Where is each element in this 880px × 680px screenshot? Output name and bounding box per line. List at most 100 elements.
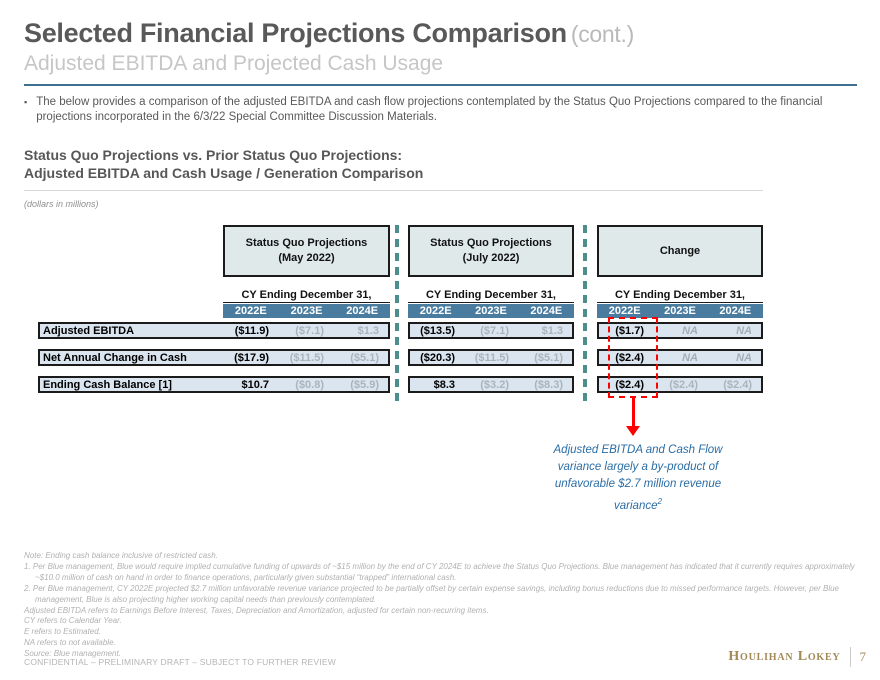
table-row-net-change-cash-july: ($20.3) ($11.5) ($5.1) xyxy=(408,349,574,366)
cell-value: NA xyxy=(682,351,698,364)
cell-value: ($2.4) xyxy=(723,378,752,391)
period-header-change: CY Ending December 31, xyxy=(597,289,763,303)
cell-value: ($13.5) xyxy=(420,324,455,337)
group-header-july-2022: Status Quo Projections (July 2022) xyxy=(408,225,574,277)
cell-value: ($5.1) xyxy=(350,351,379,364)
callout-line: variance2 xyxy=(614,497,662,512)
cell-value: ($17.9) xyxy=(234,351,269,364)
page-title: Selected Financial Projections Compariso… xyxy=(24,18,634,49)
footnote-line: Note: Ending cash balance inclusive of r… xyxy=(24,551,218,560)
page-subtitle: Adjusted EBITDA and Projected Cash Usage xyxy=(24,52,444,75)
cell-value: ($3.2) xyxy=(480,378,509,391)
year-label: 2022E xyxy=(234,305,267,317)
callout-line: unfavorable $2.7 million revenue xyxy=(554,478,722,490)
footnote-line: NA refers to not available. xyxy=(24,638,116,648)
section-divider xyxy=(24,190,763,191)
table-row-ending-cash-change: ($2.4) ($2.4) ($2.4) xyxy=(597,376,763,393)
cell-value: ($20.3) xyxy=(420,351,455,364)
cell-value: $8.3 xyxy=(433,378,455,391)
callout-line: variance largely a by-product of xyxy=(557,461,719,473)
houlihan-lokey-logo: Houlihan Lokey xyxy=(728,649,841,664)
year-header-bar-july: 2022E 2023E 2024E xyxy=(408,304,574,318)
cell-value: ($11.5) xyxy=(474,351,509,364)
footnote-line: E refers to Estimated. xyxy=(24,627,101,637)
cell-value: $1.3 xyxy=(541,324,563,337)
year-header-bar-change: 2022E 2023E 2024E xyxy=(597,304,763,318)
period-header-july: CY Ending December 31, xyxy=(408,289,574,303)
year-label: 2023E xyxy=(475,305,507,317)
section-heading-line1: Status Quo Projections vs. Prior Status … xyxy=(24,147,403,163)
table-row-adjusted-ebitda-july: ($13.5) ($7.1) $1.3 xyxy=(408,322,574,339)
callout-arrow xyxy=(632,398,635,426)
callout-arrowhead-icon xyxy=(626,426,640,436)
cell-value: ($2.4) xyxy=(615,378,644,391)
group-subtitle: (July 2022) xyxy=(462,252,520,264)
footnotes: Note: Ending cash balance inclusive of r… xyxy=(24,551,858,660)
highlight-dashed-box xyxy=(608,317,658,398)
year-label: 2022E xyxy=(608,305,641,317)
year-header-bar-may: 2022E 2023E 2024E xyxy=(223,304,390,318)
table-row-net-change-cash-may: Net Annual Change in Cash ($17.9) ($11.5… xyxy=(38,349,390,366)
cell-value: NA xyxy=(736,351,752,364)
year-label: 2024E xyxy=(346,305,379,317)
cell-value: ($7.1) xyxy=(480,324,509,337)
cell-value: ($8.3) xyxy=(534,378,563,391)
group-subtitle: (May 2022) xyxy=(278,252,335,264)
page-number: 7 xyxy=(859,649,867,664)
row-label: Ending Cash Balance [1] xyxy=(43,378,172,391)
year-label: 2024E xyxy=(530,305,563,317)
cell-value: ($11.5) xyxy=(289,351,324,364)
row-label: Net Annual Change in Cash xyxy=(43,351,187,364)
cell-value: ($0.8) xyxy=(295,378,324,391)
table-row-net-change-cash-change: ($2.4) NA NA xyxy=(597,349,763,366)
footer-divider xyxy=(849,647,851,667)
intro-bullet: ▪ The below provides a comparison of the… xyxy=(24,95,849,125)
section-heading: Status Quo Projections vs. Prior Status … xyxy=(24,146,423,182)
page-title-suffix: (cont.) xyxy=(570,21,634,47)
cell-value: NA xyxy=(682,324,698,337)
cell-value: ($5.1) xyxy=(534,351,563,364)
units-note: (dollars in millions) xyxy=(24,199,99,209)
page-title-main: Selected Financial Projections Compariso… xyxy=(24,18,567,48)
cell-value: NA xyxy=(736,324,752,337)
variance-callout: Adjusted EBITDA and Cash Flow variance l… xyxy=(513,442,763,515)
table-row-adjusted-ebitda-may: Adjusted EBITDA ($11.9) ($7.1) $1.3 xyxy=(38,322,390,339)
confidential-label: CONFIDENTIAL – PRELIMINARY DRAFT – SUBJE… xyxy=(24,657,336,667)
dashed-separator-right xyxy=(583,225,587,403)
footnote-line: 1. Per Blue management, Blue would requi… xyxy=(24,561,855,582)
dashed-separator-left xyxy=(395,225,399,403)
year-label: 2023E xyxy=(664,305,696,317)
group-title: Status Quo Projections xyxy=(430,237,552,249)
cell-value: ($5.9) xyxy=(350,378,379,391)
group-header-change: Change xyxy=(597,225,763,277)
period-header-may: CY Ending December 31, xyxy=(223,289,390,303)
cell-value: $10.7 xyxy=(241,378,269,391)
cell-value: ($2.4) xyxy=(669,378,698,391)
cell-value: ($2.4) xyxy=(615,351,644,364)
header-divider xyxy=(24,84,857,86)
year-label: 2024E xyxy=(719,305,752,317)
cell-value: ($7.1) xyxy=(295,324,324,337)
bullet-icon: ▪ xyxy=(24,97,28,107)
footnote-line: Adjusted EBITDA refers to Earnings Befor… xyxy=(24,605,489,615)
footnote-line: 2. Per Blue management, CY 2022E project… xyxy=(24,583,839,604)
cell-value: $1.3 xyxy=(357,324,379,337)
footnote-line: Source: Blue management. xyxy=(24,649,121,659)
footer-brand: Houlihan Lokey 7 xyxy=(728,645,866,669)
section-heading-line2: Adjusted EBITDA and Cash Usage / Generat… xyxy=(24,165,424,181)
year-label: 2022E xyxy=(419,305,452,317)
row-label: Adjusted EBITDA xyxy=(43,324,135,337)
cell-value: ($11.9) xyxy=(234,324,269,337)
callout-line: Adjusted EBITDA and Cash Flow xyxy=(553,444,723,456)
callout-footnote-ref: 2 xyxy=(657,497,662,506)
intro-bullet-text: The below provides a comparison of the a… xyxy=(36,96,823,123)
footnote-line: CY refers to Calendar Year. xyxy=(24,616,122,626)
year-label: 2023E xyxy=(290,305,323,317)
group-title: Change xyxy=(659,244,701,257)
table-row-ending-cash-may: Ending Cash Balance [1] $10.7 ($0.8) ($5… xyxy=(38,376,390,393)
table-row-ending-cash-july: $8.3 ($3.2) ($8.3) xyxy=(408,376,574,393)
group-title: Status Quo Projections xyxy=(245,237,368,249)
cell-value: ($1.7) xyxy=(615,324,644,337)
group-header-may-2022: Status Quo Projections (May 2022) xyxy=(223,225,390,277)
